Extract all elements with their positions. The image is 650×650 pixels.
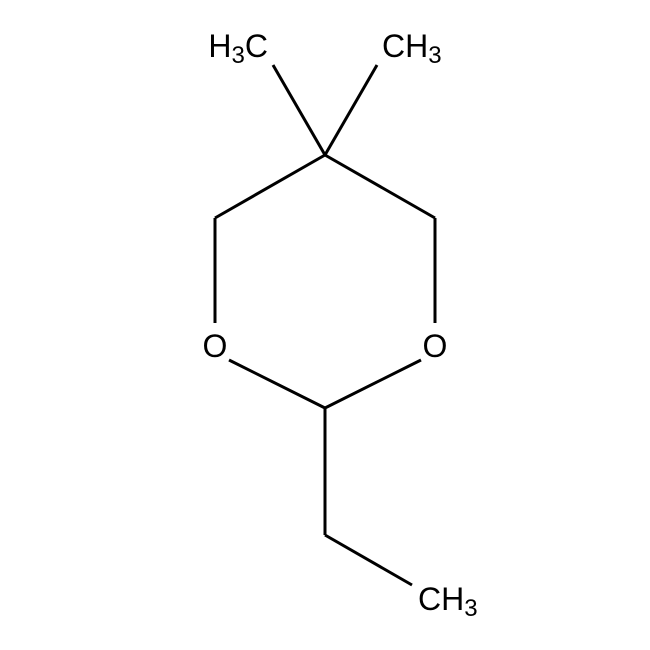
oxygen-left-label: O — [203, 328, 228, 364]
bond — [215, 155, 325, 218]
bond — [325, 155, 435, 218]
bond — [325, 65, 377, 155]
bond — [325, 535, 412, 585]
bond — [325, 360, 421, 408]
oxygen-right-label: O — [423, 328, 448, 364]
bond — [229, 360, 325, 408]
bond — [273, 65, 325, 155]
methyl-right-label: CH3 — [382, 28, 442, 69]
methyl-ethyl-label: CH3 — [418, 581, 478, 622]
methyl-left-label: H3C — [208, 28, 268, 69]
molecule-diagram: O O H3C CH3 CH3 — [0, 0, 650, 650]
